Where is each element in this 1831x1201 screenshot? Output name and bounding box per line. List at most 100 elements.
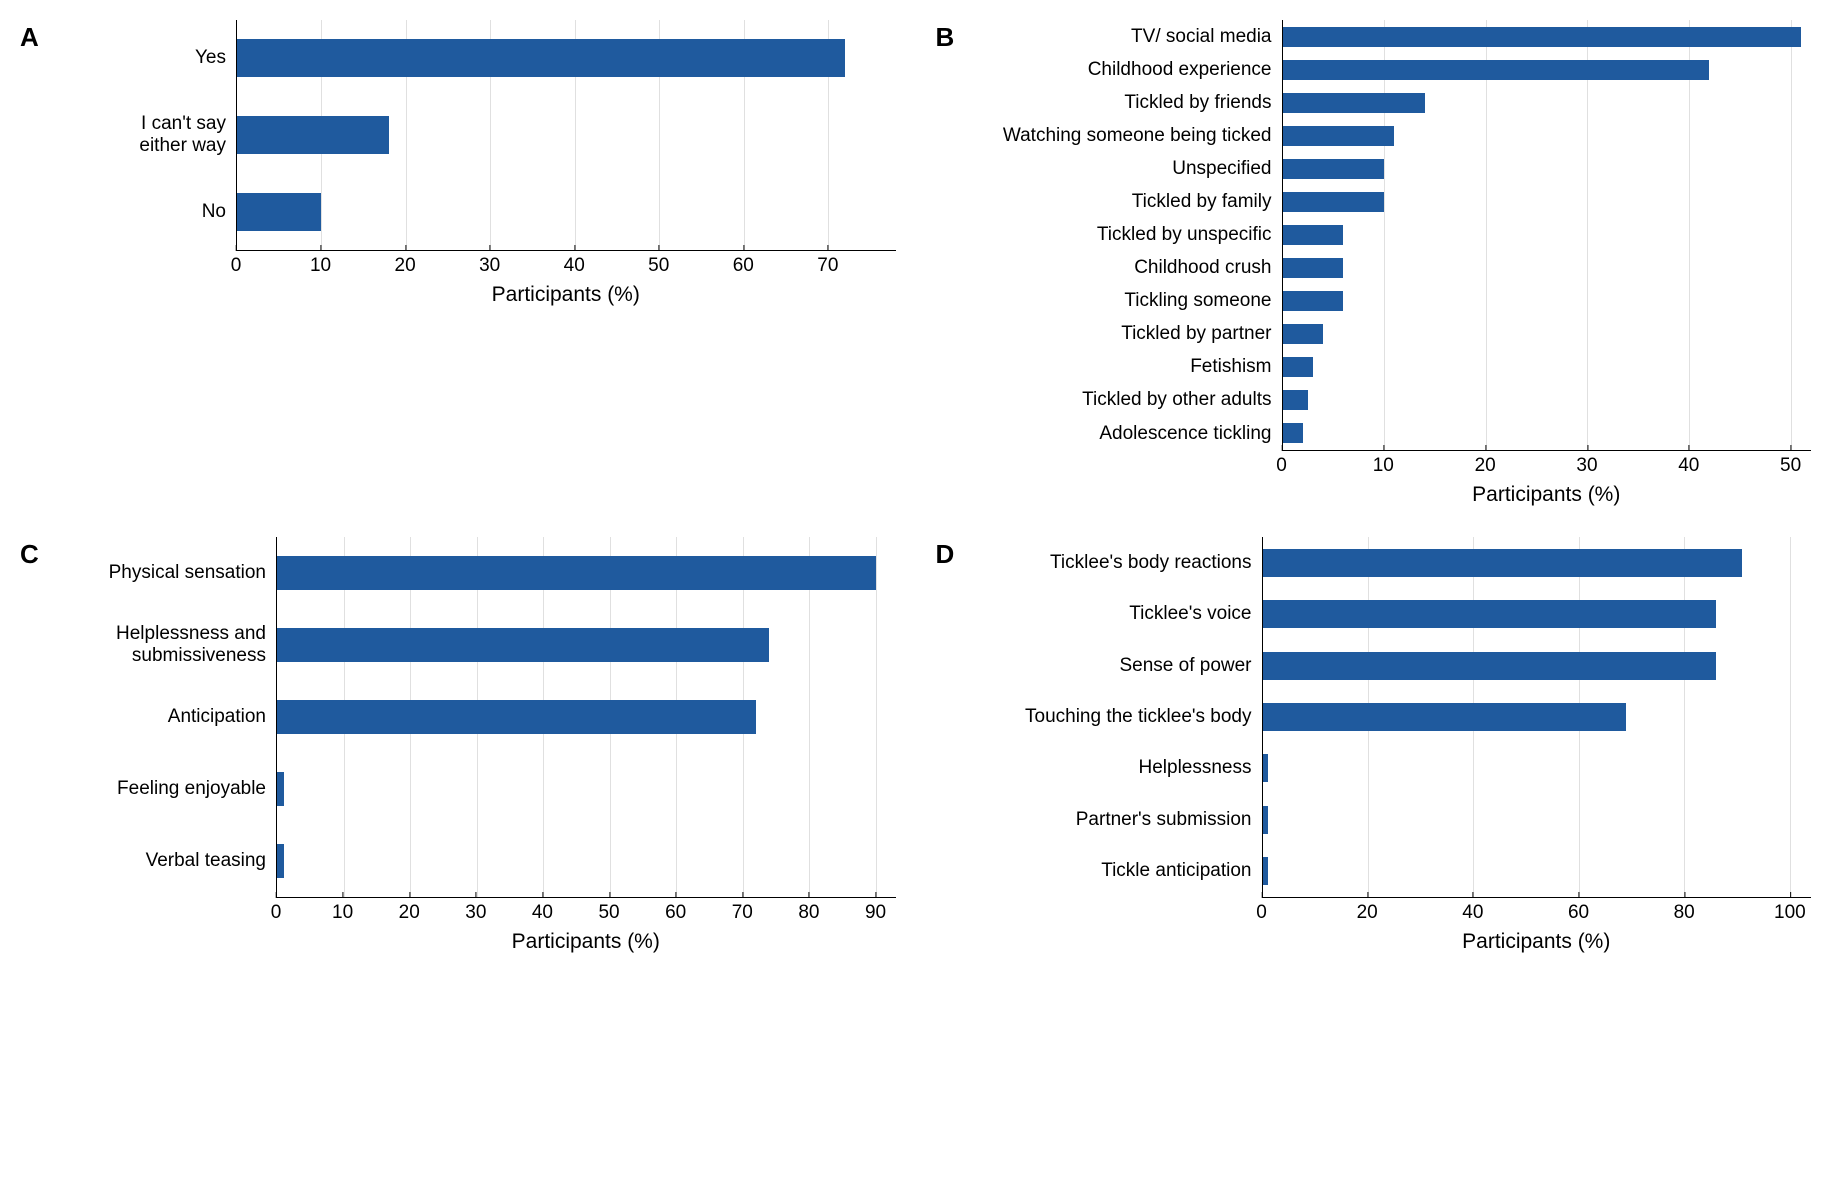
panel-c-ylabels: Physical sensationHelplessness and submi… (56, 537, 276, 897)
bar (277, 628, 769, 662)
bar-row (1283, 185, 1812, 218)
category-label: No (56, 173, 226, 250)
x-tick: 70 (732, 902, 753, 924)
x-tick-label: 10 (332, 902, 353, 923)
panel-b-ylabels: TV/ social mediaChildhood experienceTick… (972, 20, 1282, 450)
x-tick-label: 0 (231, 255, 242, 276)
bar (1263, 806, 1268, 834)
category-label: Feeling enjoyable (56, 753, 266, 825)
bar (1263, 600, 1717, 628)
bar-row (237, 97, 896, 174)
x-tick-label: 70 (732, 902, 753, 923)
bar-row (277, 681, 896, 753)
x-tick-label: 10 (310, 255, 331, 276)
x-tick: 10 (310, 255, 331, 277)
x-tick: 40 (1678, 455, 1699, 477)
panel-d-xtitle: Participants (%) (1262, 930, 1812, 954)
x-tick: 40 (532, 902, 553, 924)
bar (1283, 93, 1425, 113)
x-tick: 10 (1373, 455, 1394, 477)
category-label: Helplessness and submissiveness (56, 609, 266, 681)
category-label: TV/ social media (972, 20, 1272, 53)
bar (1263, 652, 1717, 680)
category-label: Childhood crush (972, 252, 1272, 285)
x-tick: 30 (465, 902, 486, 924)
x-tick-label: 20 (399, 902, 420, 923)
panel-d-xticks: 020406080100 (1262, 902, 1812, 926)
panel-d: D Ticklee's body reactionsTicklee's voic… (936, 537, 1812, 954)
bar (277, 700, 756, 734)
panel-b-plot: TV/ social mediaChildhood experienceTick… (972, 20, 1812, 451)
category-label: Unspecified (972, 152, 1272, 185)
bar (1263, 549, 1743, 577)
x-tick-label: 50 (598, 902, 619, 923)
x-tick-label: 70 (817, 255, 838, 276)
bar-row (277, 609, 896, 681)
category-label: Tickled by family (972, 185, 1272, 218)
category-label: Touching the ticklee's body (972, 691, 1252, 742)
category-label: Verbal teasing (56, 825, 266, 897)
x-tick: 20 (1357, 902, 1378, 924)
x-tick: 50 (1780, 455, 1801, 477)
x-tick-label: 40 (564, 255, 585, 276)
bar-row (1283, 252, 1812, 285)
panel-c-xtitle: Participants (%) (276, 930, 896, 954)
bar (1283, 291, 1344, 311)
panel-c-xtitle-row: Participants (%) (56, 926, 896, 954)
bar (1263, 857, 1268, 885)
x-tick-label: 80 (1674, 902, 1695, 923)
bar (277, 844, 284, 878)
category-label: Tickled by partner (972, 318, 1272, 351)
bar (277, 772, 284, 806)
figure-grid: A YesI can't say either wayNo 0102030405… (20, 20, 1811, 954)
x-tick-label: 40 (1462, 902, 1483, 923)
x-tick-label: 30 (1576, 455, 1597, 476)
bar (1283, 258, 1344, 278)
panel-c: C Physical sensationHelplessness and sub… (20, 537, 896, 954)
bar (1283, 225, 1344, 245)
x-tick-label: 0 (1276, 455, 1287, 476)
x-tick: 50 (598, 902, 619, 924)
panel-a-bars (237, 20, 896, 250)
x-tick-label: 20 (1357, 902, 1378, 923)
panel-c-bars-container (276, 537, 896, 898)
panel-c-xticks: 0102030405060708090 (276, 902, 896, 926)
panel-b-xaxis: 0 10 20 30 40 50 (972, 455, 1812, 479)
bar (1283, 126, 1395, 146)
category-label: Tickled by other adults (972, 384, 1272, 417)
bar-row (1283, 417, 1812, 450)
category-label: Yes (56, 20, 226, 97)
panel-c-plot: Physical sensationHelplessness and submi… (56, 537, 896, 898)
panel-a-label: A (20, 20, 56, 507)
bar (1263, 703, 1627, 731)
bar-row (277, 537, 896, 609)
panel-d-ylabels: Ticklee's body reactionsTicklee's voiceS… (972, 537, 1262, 897)
bar (237, 116, 389, 154)
category-label: Fetishism (972, 351, 1272, 384)
panel-b-xtitle-row: Participants (%) (972, 479, 1812, 507)
x-tick: 40 (564, 255, 585, 277)
panel-b-xticks: 01020304050 (1282, 455, 1812, 479)
category-label: Tickled by unspecific (972, 218, 1272, 251)
x-tick: 0 (271, 902, 282, 924)
category-label: Tickling someone (972, 285, 1272, 318)
panel-a-chart: YesI can't say either wayNo 010203040506… (56, 20, 896, 507)
category-label: Tickle anticipation (972, 846, 1252, 897)
panel-a-xticks: 010203040506070 (236, 255, 896, 279)
bar-row (1263, 588, 1812, 639)
bar (1283, 423, 1303, 443)
x-tick: 70 (817, 255, 838, 277)
bar (1283, 27, 1801, 47)
x-tick-label: 30 (465, 902, 486, 923)
x-tick: 20 (1475, 455, 1496, 477)
x-tick: 60 (1568, 902, 1589, 924)
x-tick: 80 (798, 902, 819, 924)
x-tick-label: 20 (1475, 455, 1496, 476)
bar (1263, 754, 1268, 782)
panel-d-bars-container (1262, 537, 1812, 898)
category-label: Sense of power (972, 640, 1252, 691)
panel-d-xtitle-row: Participants (%) (972, 926, 1812, 954)
x-tick-label: 40 (1678, 455, 1699, 476)
x-tick-label: 60 (665, 902, 686, 923)
x-tick: 0 (1276, 455, 1287, 477)
